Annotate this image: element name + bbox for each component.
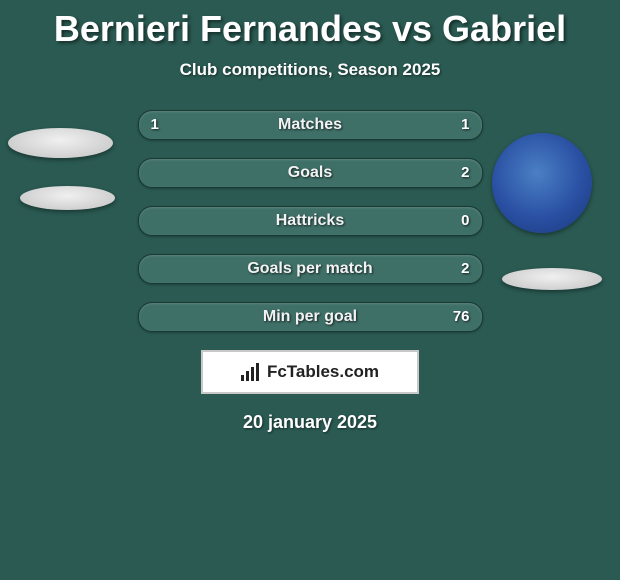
stat-row-goals: Goals 2 [138, 158, 483, 188]
footer-date: 20 january 2025 [0, 412, 620, 433]
stat-row-mpg: Min per goal 76 [138, 302, 483, 332]
stat-label: Goals per match [139, 255, 482, 283]
stat-label: Goals [139, 159, 482, 187]
stat-right-value: 0 [461, 207, 469, 235]
page-title: Bernieri Fernandes vs Gabriel [0, 8, 620, 50]
stat-right-value: 2 [461, 255, 469, 283]
stats-container: 1 Matches 1 Goals 2 Hattricks 0 Goals pe… [138, 110, 483, 332]
bars-icon [241, 363, 261, 381]
stat-row-matches: 1 Matches 1 [138, 110, 483, 140]
stat-right-value: 2 [461, 159, 469, 187]
page-subtitle: Club competitions, Season 2025 [0, 60, 620, 80]
stat-right-value: 76 [453, 303, 470, 331]
player-right-shape [502, 268, 602, 290]
stat-row-hattricks: Hattricks 0 [138, 206, 483, 236]
stat-label: Min per goal [139, 303, 482, 331]
stat-row-gpm: Goals per match 2 [138, 254, 483, 284]
player-left-shape-2 [20, 186, 115, 210]
logo-text: FcTables.com [267, 362, 379, 382]
player-left-shape-1 [8, 128, 113, 158]
stat-label: Matches [139, 111, 482, 139]
stat-label: Hattricks [139, 207, 482, 235]
player-right-avatar [492, 133, 592, 233]
fctables-logo: FcTables.com [201, 350, 419, 394]
stat-left-value: 1 [151, 111, 159, 139]
stat-right-value: 1 [461, 111, 469, 139]
